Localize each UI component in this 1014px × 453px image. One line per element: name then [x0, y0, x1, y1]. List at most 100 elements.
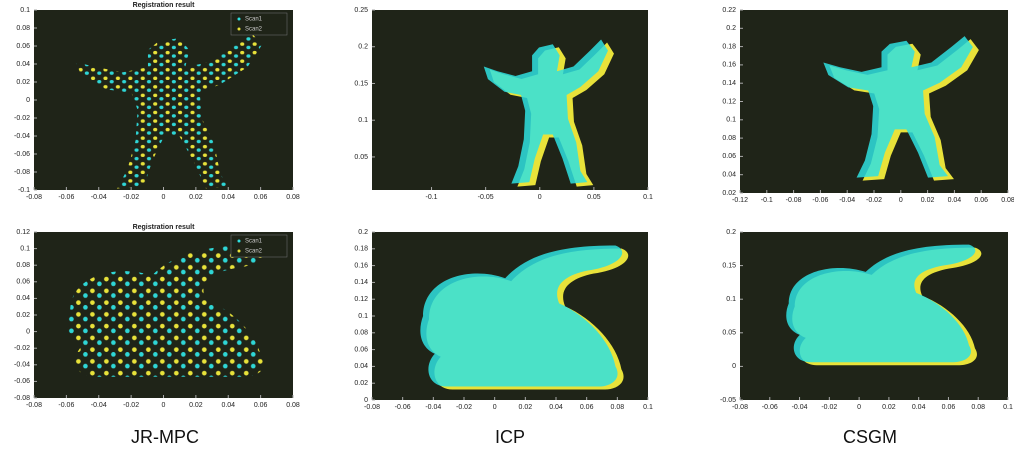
x-tick-label: -0.06	[762, 404, 778, 411]
y-tick-label: 0.08	[354, 330, 368, 337]
x-tick-label: 0.08	[611, 404, 625, 411]
plot-area	[372, 10, 648, 190]
y-tick-label: 0	[26, 328, 30, 335]
y-tick-label: 0.02	[16, 79, 30, 86]
caption: CSGM	[843, 427, 897, 447]
x-tick-label: 0.06	[580, 404, 594, 411]
x-tick-label: 0.02	[519, 404, 533, 411]
panel: -0.08 -0.06 -0.04 -0.02 0 0.02 0.04 0.06 0.08 0.1…	[720, 229, 1013, 411]
panel: -0.08 -0.06 -0.04 -0.02 0 0.02 0.04 0.06 0.08 -0.…	[14, 224, 300, 409]
y-tick-label: 0.02	[722, 190, 736, 197]
x-tick-label: 0.04	[221, 194, 235, 201]
y-tick-label: 0.1	[20, 245, 30, 252]
x-tick-label: 0.06	[974, 197, 988, 204]
y-tick-label: 0.12	[722, 98, 736, 105]
x-tick-label: -0.02	[123, 402, 139, 409]
x-tick-label: 0.1	[643, 404, 653, 411]
y-tick-label: 0.04	[354, 363, 368, 370]
y-tick-label: 0.06	[16, 279, 30, 286]
x-tick-label: -0.06	[58, 402, 74, 409]
legend	[230, 12, 288, 36]
y-tick-label: 0.2	[358, 44, 368, 51]
y-tick-label: 0.06	[722, 153, 736, 160]
y-tick-label: 0.04	[16, 295, 30, 302]
x-tick-label: 0	[162, 194, 166, 201]
panel: -0.12 -0.1 -0.08 -0.06 -0.04 -0.02 0 0.02 0.04 0.…	[722, 7, 1014, 204]
panel: -0.08 -0.06 -0.04 -0.02 0 0.02 0.04 0.06 0.08 -0.…	[14, 2, 300, 201]
x-tick-label: 0.02	[921, 197, 935, 204]
caption: ICP	[495, 427, 525, 447]
y-tick-label: -0.05	[720, 397, 736, 404]
y-tick-label: 0.08	[16, 262, 30, 269]
y-tick-label: -0.08	[14, 395, 30, 402]
y-tick-label: 0.05	[722, 330, 736, 337]
panel-title: Registration result	[133, 224, 196, 231]
legend-label: Scan2	[245, 27, 263, 33]
y-tick-label: 0.06	[16, 43, 30, 50]
y-tick-label: 0.04	[722, 172, 736, 179]
x-tick-label: -0.02	[866, 197, 882, 204]
legend	[230, 234, 288, 258]
x-tick-label: -0.02	[123, 194, 139, 201]
y-tick-label: 0.08	[16, 25, 30, 32]
legend-label: Scan1	[245, 17, 263, 23]
x-tick-label: -0.1	[425, 194, 437, 201]
x-tick-label: -0.04	[425, 404, 441, 411]
x-tick-label: -0.06	[395, 404, 411, 411]
x-tick-label: 0.08	[286, 402, 300, 409]
panel-title: Registration result	[133, 2, 196, 9]
y-tick-label: 0.15	[722, 262, 736, 269]
y-tick-label: 0.02	[16, 312, 30, 319]
y-tick-label: 0.2	[358, 229, 368, 236]
x-tick-label: 0	[899, 197, 903, 204]
y-tick-label: 0.14	[722, 80, 736, 87]
x-tick-label: 0.06	[254, 194, 268, 201]
y-tick-label: 0.18	[354, 246, 368, 253]
y-tick-label: 0	[364, 397, 368, 404]
x-tick-label: -0.12	[732, 197, 748, 204]
x-tick-label: -0.08	[732, 404, 748, 411]
x-tick-label: 0.04	[549, 404, 563, 411]
x-tick-label: -0.04	[91, 402, 107, 409]
legend-label: Scan2	[245, 249, 263, 255]
y-tick-label: 0	[26, 97, 30, 104]
y-tick-label: -0.04	[14, 362, 30, 369]
y-tick-label: 0	[732, 363, 736, 370]
y-tick-label: 0.16	[354, 262, 368, 269]
y-tick-label: -0.04	[14, 133, 30, 140]
x-tick-label: 0.08	[971, 404, 985, 411]
y-tick-label: 0.12	[16, 229, 30, 236]
y-tick-label: -0.02	[14, 115, 30, 122]
x-tick-label: -0.06	[58, 194, 74, 201]
y-tick-label: 0.1	[20, 7, 30, 14]
x-tick-label: -0.1	[761, 197, 773, 204]
x-tick-label: -0.08	[364, 404, 380, 411]
x-tick-label: 0.06	[942, 404, 956, 411]
x-tick-label: 0.08	[1001, 197, 1014, 204]
y-tick-label: 0.1	[358, 117, 368, 124]
x-tick-label: -0.05	[478, 194, 494, 201]
x-tick-label: 0	[538, 194, 542, 201]
x-tick-label: -0.04	[839, 197, 855, 204]
y-tick-label: 0.2	[726, 25, 736, 32]
x-tick-label: 0.1	[1003, 404, 1013, 411]
x-tick-label: 0.05	[587, 194, 601, 201]
y-tick-label: 0.05	[354, 154, 368, 161]
x-tick-label: -0.02	[821, 404, 837, 411]
panel: -0.08 -0.06 -0.04 -0.02 0 0.02 0.04 0.06 0.08 0.1…	[354, 229, 653, 411]
y-tick-label: -0.06	[14, 151, 30, 158]
y-tick-label: 0.1	[358, 313, 368, 320]
y-tick-label: 0.2	[726, 229, 736, 236]
x-tick-label: 0.02	[189, 194, 203, 201]
y-tick-label: 0.16	[722, 62, 736, 69]
y-tick-label: 0.06	[354, 346, 368, 353]
y-tick-label: -0.08	[14, 169, 30, 176]
x-tick-label: -0.06	[812, 197, 828, 204]
y-tick-label: 0.12	[354, 296, 368, 303]
x-tick-label: 0.04	[221, 402, 235, 409]
legend-marker	[237, 239, 241, 243]
y-tick-label: 0.15	[354, 80, 368, 87]
x-tick-label: 0.04	[948, 197, 962, 204]
panel: -0.1 -0.05 0 0.05 0.1 0.05 0.1 0.15 0.2 0.25	[354, 7, 653, 201]
